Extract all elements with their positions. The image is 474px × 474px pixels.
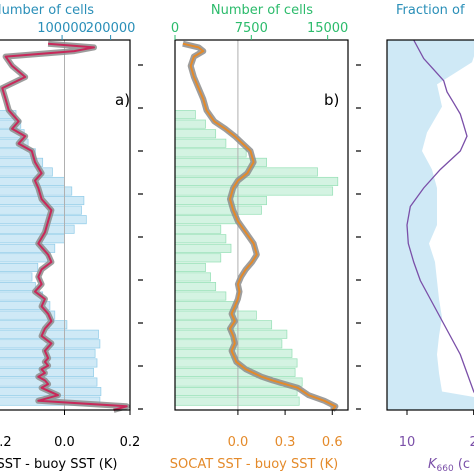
panel-b-bar bbox=[174, 148, 247, 158]
panel-a-bar bbox=[0, 205, 82, 215]
panel-a-bar bbox=[0, 282, 36, 292]
panel-b-bar bbox=[174, 138, 227, 148]
panel-c-xlabel-rest: (c bbox=[454, 457, 470, 472]
panel-b-title: Number of cells bbox=[211, 3, 313, 18]
panel-b-bottom-tick-label: 0.3 bbox=[275, 435, 296, 450]
panel-b-xlabel: SOCAT SST - buoy SST (K) bbox=[170, 457, 338, 472]
panel-b-mean-line bbox=[182, 42, 337, 411]
panel-b-bar bbox=[174, 339, 283, 349]
panel-b-bar bbox=[174, 272, 211, 282]
panel-b: 0 7500 15000 0.0 0.3 0.6 Number of cells b) … bbox=[170, 3, 361, 472]
panel-b-bar bbox=[174, 282, 217, 292]
panel-b-bar bbox=[174, 234, 227, 244]
panel-c-xlabel: K660 (c bbox=[428, 457, 470, 474]
panel-b-bar bbox=[174, 262, 206, 272]
panel-a-bottom-tick-label: 0.2 bbox=[120, 435, 141, 450]
panel-b-top-tick-label: 7500 bbox=[235, 21, 268, 36]
panel-b-bar bbox=[174, 196, 267, 206]
panel-b-bar bbox=[174, 310, 257, 320]
panel-a-bar bbox=[0, 138, 29, 148]
panel-b-bar bbox=[174, 110, 196, 120]
panel-a-mean-line bbox=[1, 42, 128, 411]
panel-b-bar bbox=[174, 224, 222, 234]
panel-a-bar bbox=[0, 224, 75, 234]
panel-b-bar bbox=[174, 320, 273, 330]
panel-c-xlabel-sub: 660 bbox=[437, 464, 454, 474]
panel-b-label: b) bbox=[324, 91, 339, 109]
panel-b-bar bbox=[174, 129, 217, 139]
panel-b-bar bbox=[174, 367, 296, 377]
panel-c-title: Fraction of bbox=[396, 3, 465, 18]
panel-a-title: Number of cells bbox=[0, 3, 94, 18]
panel-b-bar bbox=[174, 243, 232, 253]
panel-b-bar bbox=[174, 396, 300, 406]
panel-a-bar bbox=[0, 320, 68, 330]
panel-c-frame bbox=[386, 39, 474, 411]
panel-b-bar bbox=[174, 387, 298, 397]
panel-a-top-tick-label: 100000 bbox=[37, 21, 87, 36]
panel-b-top-tick-label: 0 bbox=[171, 21, 179, 36]
panel-a-label: a) bbox=[115, 91, 130, 109]
panel-a-bar bbox=[0, 215, 87, 225]
panel-b-bar bbox=[174, 215, 237, 225]
panel-b-bar bbox=[174, 186, 334, 196]
panel-b-bar bbox=[174, 253, 222, 263]
panel-a-bottom-tick-label: -0.2 bbox=[0, 435, 12, 450]
panel-a-top-tick-label: 200000 bbox=[86, 21, 136, 36]
panel-c-k660-line bbox=[406, 39, 474, 394]
panel-a-bottom-ticks: -0.2 0.0 0.2 bbox=[0, 410, 140, 450]
panel-a-bar bbox=[0, 243, 56, 253]
panel-a-bar bbox=[0, 167, 53, 177]
panel-a-bar bbox=[0, 157, 44, 167]
panel-a-bar bbox=[0, 262, 39, 272]
panel-b-bar bbox=[174, 205, 262, 215]
panel-a-bar bbox=[0, 301, 51, 311]
panel-a-xlabel: SST - buoy SST (K) bbox=[0, 457, 117, 472]
panel-a-bar bbox=[0, 310, 56, 320]
panel-b-top-ticks: 0 7500 15000 bbox=[171, 21, 348, 40]
panel-b-top-tick-label: 15000 bbox=[307, 21, 348, 36]
panel-a-bar bbox=[0, 234, 65, 244]
panel-b-right-ticks bbox=[356, 64, 361, 410]
panel-a-bar bbox=[0, 253, 48, 263]
panel-b-frame bbox=[174, 39, 349, 411]
panel-b-bar bbox=[174, 291, 227, 301]
panel-a-bar bbox=[0, 329, 99, 339]
panel-b-bottom-tick-label: 0.6 bbox=[322, 435, 343, 450]
panel-b-bottom-tick-label: 0.0 bbox=[228, 435, 249, 450]
panel-c-bottom-tick-label: 2 bbox=[470, 435, 474, 450]
panel-b-bar bbox=[174, 176, 339, 186]
panel-a-lines bbox=[0, 40, 130, 413]
panel-c-bottom-tick-label: 10 bbox=[399, 435, 416, 450]
panel-c: 10 2 Fraction of K660 (c bbox=[386, 3, 474, 474]
panel-c-xlabel-k: K bbox=[428, 457, 438, 472]
panel-a-bottom-tick-label: 0.0 bbox=[54, 435, 75, 450]
panel-b-lines bbox=[182, 40, 339, 412]
panel-c-bottom-ticks: 10 2 bbox=[399, 410, 474, 450]
panel-b-bar bbox=[174, 119, 206, 129]
panel-b-bottom-ticks: 0.0 0.3 0.6 bbox=[228, 410, 343, 450]
panel-c-fraction-area bbox=[387, 40, 474, 410]
panel-b-bar bbox=[174, 301, 237, 311]
panel-a-bar bbox=[0, 272, 33, 282]
panel-a-right-ticks bbox=[138, 64, 143, 410]
